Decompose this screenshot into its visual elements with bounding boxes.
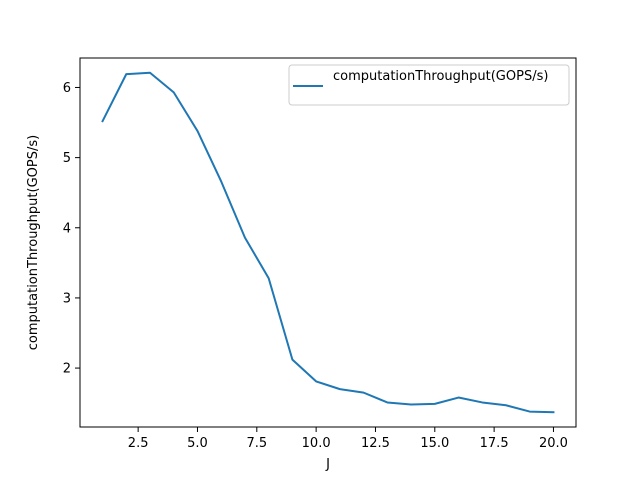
legend-box (288, 64, 570, 106)
y-tick-label: 2 (63, 362, 71, 377)
x-tick-label: 7.5 (246, 436, 267, 451)
y-axis-ticks: 2 3 4 5 6 (63, 81, 80, 377)
x-tick-label: 2.5 (128, 436, 149, 451)
x-tick-label: 17.5 (480, 436, 509, 451)
series-layer (101, 71, 555, 414)
x-tick-label: 5.0 (187, 436, 208, 451)
x-tick-label: 15.0 (420, 436, 449, 451)
x-axis-ticks: 2.5 5.0 7.5 10.0 12.5 15.0 17.5 20.0 (128, 427, 568, 451)
x-tick-label: 10.0 (302, 436, 331, 451)
plot-frame (79, 57, 577, 428)
x-tick-label: 12.5 (361, 436, 390, 451)
y-tick-label: 3 (63, 291, 71, 306)
y-tick-label: 4 (63, 221, 71, 236)
y-axis-label: computationThroughput(GOPS/s) (26, 135, 41, 350)
x-tick-label: 20.0 (539, 436, 568, 451)
x-axis-label: J (325, 457, 330, 472)
legend: computationThroughput(GOPS/s) (288, 64, 570, 106)
y-tick-label: 6 (63, 81, 71, 96)
series-line-0 (101, 71, 555, 414)
y-tick-label: 5 (63, 151, 71, 166)
legend-label: computationThroughput(GOPS/s) (333, 69, 548, 84)
